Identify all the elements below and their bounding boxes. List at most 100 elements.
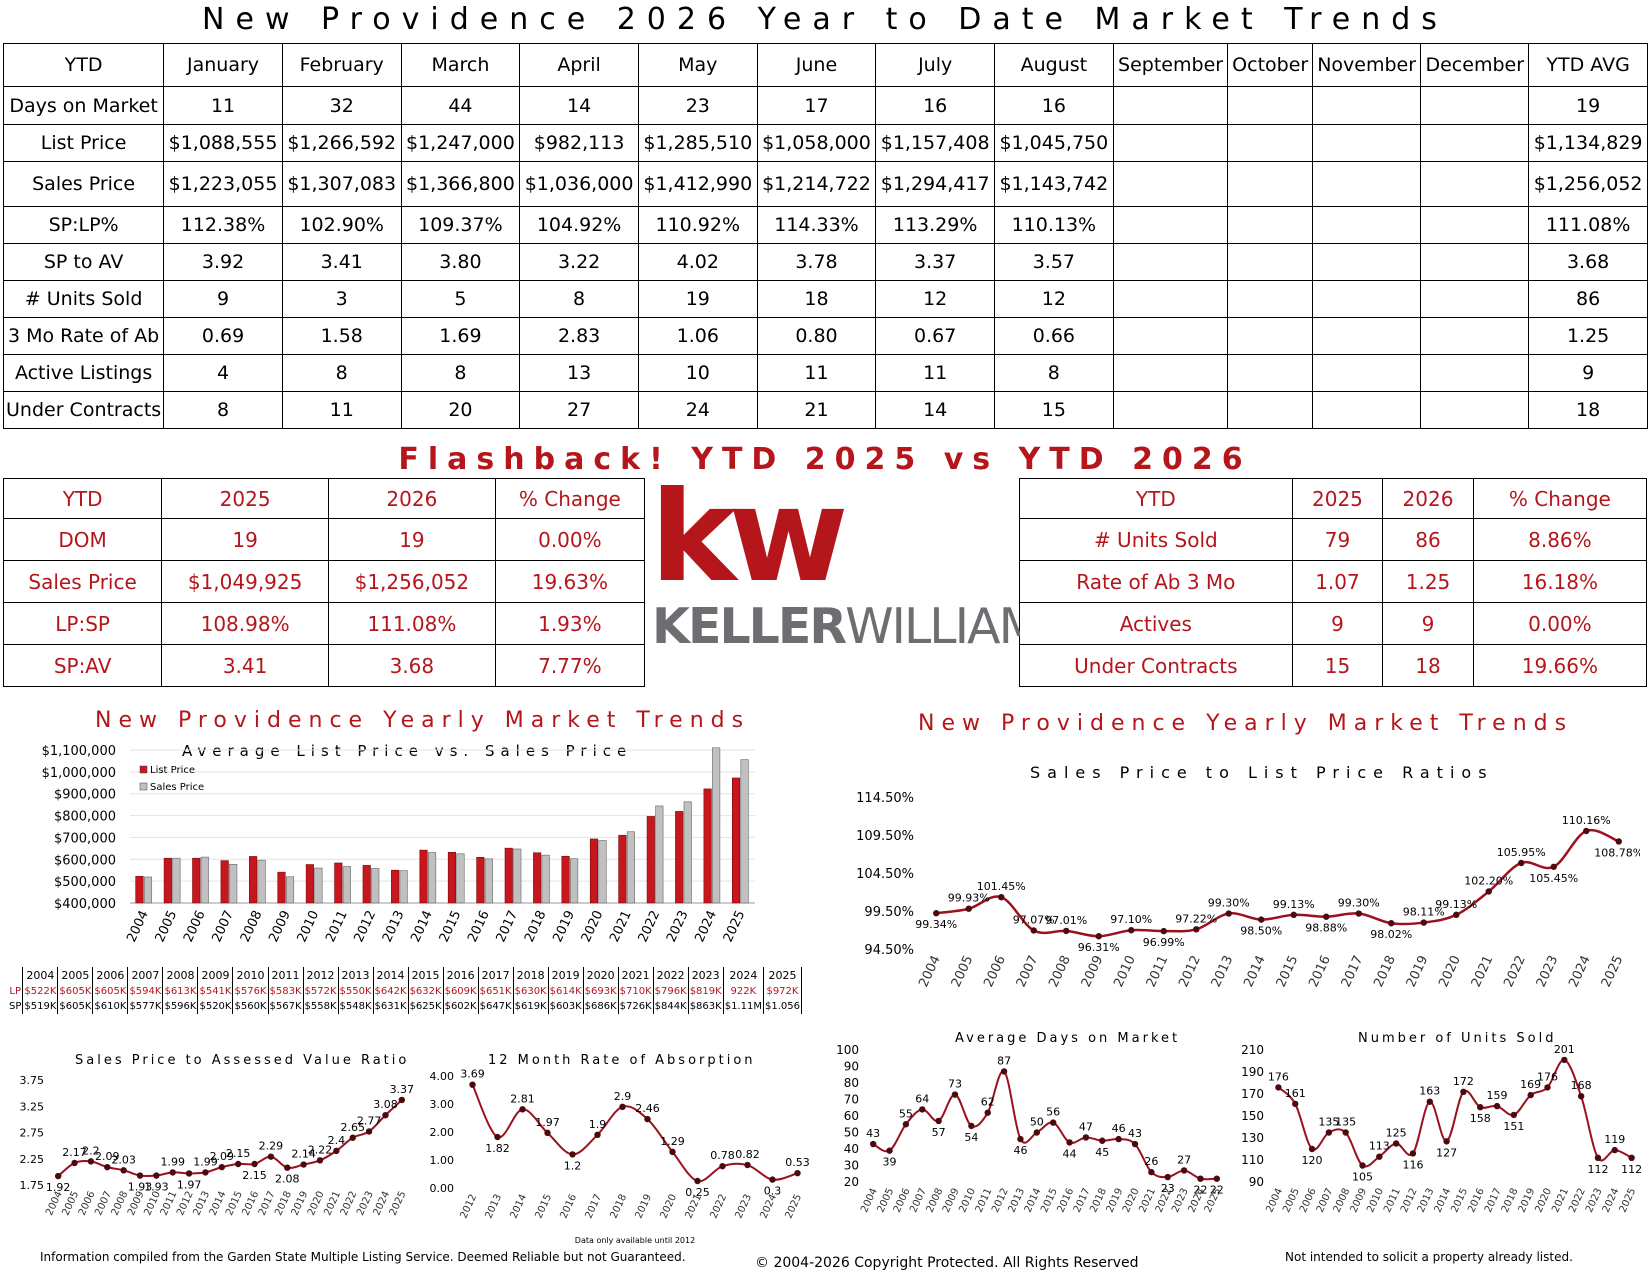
data-point bbox=[1292, 1100, 1299, 1108]
y-tick-label: $600,000 bbox=[54, 853, 116, 868]
bar bbox=[504, 847, 513, 904]
data-point bbox=[1131, 1140, 1139, 1148]
data-point bbox=[794, 1169, 801, 1177]
data-point bbox=[1066, 1139, 1073, 1146]
sp-cell: $605K bbox=[57, 999, 94, 1014]
lp-cell: $605K bbox=[92, 984, 129, 999]
row-label: Under Contracts bbox=[2, 391, 165, 429]
y-tick-label: $1,000,000 bbox=[42, 766, 116, 781]
x-tick-label: 2021 bbox=[1469, 953, 1497, 989]
x-tick-label: 2004 bbox=[916, 953, 944, 989]
data-point bbox=[1577, 1093, 1585, 1100]
x-tick-label: 2024 bbox=[692, 908, 720, 944]
bar bbox=[314, 867, 323, 904]
x-tick-label: 2006 bbox=[981, 953, 1009, 989]
table-header-row: YTD January February March April May June July A… bbox=[2, 43, 1648, 87]
row-label: # Units Sold bbox=[2, 280, 165, 318]
data-point bbox=[120, 1167, 127, 1174]
data-label: 39 bbox=[883, 1156, 897, 1169]
x-tick-label: 2023 bbox=[1534, 953, 1562, 989]
table-cell: $1,412,990 bbox=[637, 161, 758, 207]
data-label: 97.01% bbox=[1045, 914, 1087, 927]
column-header: 2026 bbox=[327, 478, 496, 519]
x-tick-label: 2013 bbox=[1209, 953, 1237, 989]
table-cell: 19 bbox=[1528, 86, 1648, 125]
lp-cell: $609K bbox=[443, 984, 479, 999]
x-tick-label: 2020 bbox=[1436, 953, 1464, 989]
data-label: 120 bbox=[1302, 1154, 1323, 1167]
table-cell bbox=[1420, 124, 1530, 162]
table-cell: 8 bbox=[994, 354, 1114, 392]
table-cell: 8 bbox=[519, 280, 639, 318]
lp-cell: 922K bbox=[723, 984, 764, 999]
bar bbox=[731, 777, 741, 904]
year-cell: 2010 bbox=[232, 967, 269, 984]
data-label: 105.95% bbox=[1497, 846, 1546, 859]
x-tick-label: 2021 bbox=[607, 908, 635, 944]
bar bbox=[675, 811, 684, 904]
value-2026: 111.08% bbox=[327, 602, 496, 645]
x-tick-label: 2023 bbox=[664, 908, 692, 944]
table-cell bbox=[1112, 206, 1229, 244]
data-point bbox=[519, 1106, 526, 1113]
data-point bbox=[1426, 1098, 1433, 1105]
table-cell: 13 bbox=[519, 354, 639, 392]
table-row: Under Contracts 8 11 20 27 24 21 14 15 18 bbox=[2, 391, 1648, 429]
table-cell: 1.06 bbox=[637, 317, 758, 355]
data-point bbox=[769, 1176, 776, 1183]
data-point bbox=[469, 1081, 476, 1088]
data-label: 172 bbox=[1453, 1075, 1474, 1088]
data-point bbox=[644, 1115, 651, 1123]
data-label: 169 bbox=[1520, 1078, 1541, 1091]
year-cell: 2009 bbox=[197, 967, 234, 984]
bar bbox=[220, 860, 229, 904]
data-label: 1.93 bbox=[144, 1181, 169, 1194]
table-header-row: YTD 2025 2026% Change bbox=[1019, 478, 1648, 519]
column-header: August bbox=[994, 43, 1114, 87]
y-tick-label: 50 bbox=[844, 1126, 859, 1140]
data-point bbox=[333, 1147, 340, 1155]
table-cell bbox=[1311, 206, 1422, 244]
column-header: May bbox=[637, 43, 758, 87]
sp-label: SP bbox=[8, 999, 24, 1014]
table-cell: 3.22 bbox=[519, 243, 639, 281]
lp-cell: $796K bbox=[653, 984, 689, 999]
column-header: 2025 bbox=[161, 478, 329, 519]
table-cell: 15 bbox=[994, 391, 1114, 429]
y-tick-label: 150 bbox=[1241, 1109, 1264, 1123]
y-tick-label: 1.75 bbox=[20, 1179, 45, 1192]
data-point bbox=[1453, 911, 1460, 919]
y-tick-label: 210 bbox=[1241, 1043, 1264, 1057]
data-point bbox=[1213, 1175, 1221, 1182]
data-label: 2.9 bbox=[614, 1090, 632, 1103]
data-point bbox=[669, 1148, 676, 1156]
table-row: Active Listings 4 8 8 13 10 11 11 8 9 bbox=[2, 354, 1648, 392]
lp-vs-sp-chart-title: Average List Price vs. Sales Price bbox=[182, 742, 633, 760]
sp-cell: $686K bbox=[583, 999, 619, 1014]
table-cell: 9 bbox=[163, 280, 283, 318]
absorption-line-chart: 4.00 3.00 2.00 1.00 0.00 3.69 1.82 2.811.97 1.2 1… bbox=[430, 1068, 810, 1245]
table-cell: 102.90% bbox=[281, 206, 402, 244]
data-label: 102.20% bbox=[1464, 874, 1513, 887]
data-point bbox=[284, 1164, 291, 1171]
y-tick-label: 2.25 bbox=[20, 1153, 45, 1166]
data-point bbox=[365, 1128, 373, 1135]
y-tick-label: $800,000 bbox=[54, 810, 116, 825]
year-cell: 2020 bbox=[583, 967, 619, 984]
y-tick-label: 109.50% bbox=[856, 829, 914, 844]
table-cell: $1,247,000 bbox=[400, 124, 521, 162]
data-label: 2.09 bbox=[95, 1150, 120, 1163]
year-cell: 2025 bbox=[763, 967, 802, 984]
data-label: 0.78 bbox=[710, 1149, 735, 1162]
bar bbox=[618, 834, 627, 904]
table-cell: $1,036,000 bbox=[519, 161, 639, 207]
data-label: 108.78% bbox=[1594, 846, 1640, 859]
flashback-title: Flashback! YTD 2025 vs YTD 2026 bbox=[398, 442, 1252, 477]
table-cell: 20 bbox=[400, 391, 521, 429]
table-cell: $1,307,083 bbox=[281, 161, 402, 207]
data-label: 43 bbox=[866, 1127, 880, 1140]
sp-cell: $602K bbox=[443, 999, 479, 1014]
data-point bbox=[619, 1103, 626, 1110]
legend-swatch bbox=[139, 782, 148, 791]
